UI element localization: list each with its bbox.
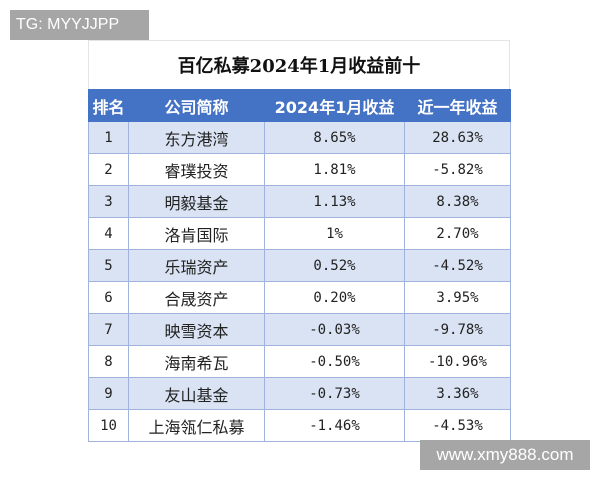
ranking-table-card: 百亿私募2024年1月收益前十 排名 公司简称 2024年1月收益 近一年收益 … xyxy=(88,40,511,442)
jan-return-cell: -0.03% xyxy=(264,313,405,346)
header-year-return: 近一年收益 xyxy=(404,89,511,122)
company-cell: 友山基金 xyxy=(128,377,265,410)
header-company: 公司简称 xyxy=(128,89,265,122)
year-return-cell: -10.96% xyxy=(404,345,511,378)
company-cell: 洛肯国际 xyxy=(128,217,265,250)
rank-cell: 9 xyxy=(88,377,129,410)
year-return-cell: 8.38% xyxy=(404,185,511,218)
jan-return-cell: -0.73% xyxy=(264,377,405,410)
company-cell: 海南希瓦 xyxy=(128,345,265,378)
year-return-cell: 2.70% xyxy=(404,217,511,250)
jan-return-cell: 8.65% xyxy=(264,121,405,154)
rank-cell: 6 xyxy=(88,281,129,314)
table-row: 10 上海瓴仁私募 -1.46% -4.53% xyxy=(88,409,511,442)
table-row: 3 明毅基金 1.13% 8.38% xyxy=(88,185,511,218)
table-row: 2 睿璞投资 1.81% -5.82% xyxy=(88,153,511,186)
company-cell: 睿璞投资 xyxy=(128,153,265,186)
rank-cell: 8 xyxy=(88,345,129,378)
header-jan-return: 2024年1月收益 xyxy=(264,89,405,122)
jan-return-cell: -0.50% xyxy=(264,345,405,378)
table-row: 1 东方港湾 8.65% 28.63% xyxy=(88,121,511,154)
rank-cell: 4 xyxy=(88,217,129,250)
rank-cell: 3 xyxy=(88,185,129,218)
table-row: 6 合晟资产 0.20% 3.95% xyxy=(88,281,511,314)
rank-cell: 5 xyxy=(88,249,129,282)
jan-return-cell: 0.20% xyxy=(264,281,405,314)
table-title: 百亿私募2024年1月收益前十 xyxy=(177,56,421,77)
jan-return-cell: -1.46% xyxy=(264,409,405,442)
year-return-cell: 3.36% xyxy=(404,377,511,410)
company-cell: 上海瓴仁私募 xyxy=(128,409,265,442)
year-return-cell: -4.53% xyxy=(404,409,511,442)
table-row: 9 友山基金 -0.73% 3.36% xyxy=(88,377,511,410)
watermark-top-left: TG: MYYJJPP xyxy=(10,10,149,40)
watermark-bottom-right: www.xmy888.com xyxy=(420,440,590,470)
company-cell: 东方港湾 xyxy=(128,121,265,154)
ranking-table: 排名 公司简称 2024年1月收益 近一年收益 1 东方港湾 8.65% 28.63%… xyxy=(88,89,511,442)
year-return-cell: -4.52% xyxy=(404,249,511,282)
jan-return-cell: 1% xyxy=(264,217,405,250)
jan-return-cell: 0.52% xyxy=(264,249,405,282)
jan-return-cell: 1.81% xyxy=(264,153,405,186)
year-return-cell: 3.95% xyxy=(404,281,511,314)
year-return-cell: -5.82% xyxy=(404,153,511,186)
year-return-cell: -9.78% xyxy=(404,313,511,346)
table-header-row: 排名 公司简称 2024年1月收益 近一年收益 xyxy=(88,89,511,122)
jan-return-cell: 1.13% xyxy=(264,185,405,218)
table-row: 4 洛肯国际 1% 2.70% xyxy=(88,217,511,250)
company-cell: 明毅基金 xyxy=(128,185,265,218)
company-cell: 映雪资本 xyxy=(128,313,265,346)
company-cell: 乐瑞资产 xyxy=(128,249,265,282)
rank-cell: 2 xyxy=(88,153,129,186)
rank-cell: 7 xyxy=(88,313,129,346)
year-return-cell: 28.63% xyxy=(404,121,511,154)
rank-cell: 10 xyxy=(88,409,129,442)
table-row: 8 海南希瓦 -0.50% -10.96% xyxy=(88,345,511,378)
header-rank: 排名 xyxy=(88,89,129,122)
rank-cell: 1 xyxy=(88,121,129,154)
company-cell: 合晟资产 xyxy=(128,281,265,314)
table-row: 7 映雪资本 -0.03% -9.78% xyxy=(88,313,511,346)
table-row: 5 乐瑞资产 0.52% -4.52% xyxy=(88,249,511,282)
